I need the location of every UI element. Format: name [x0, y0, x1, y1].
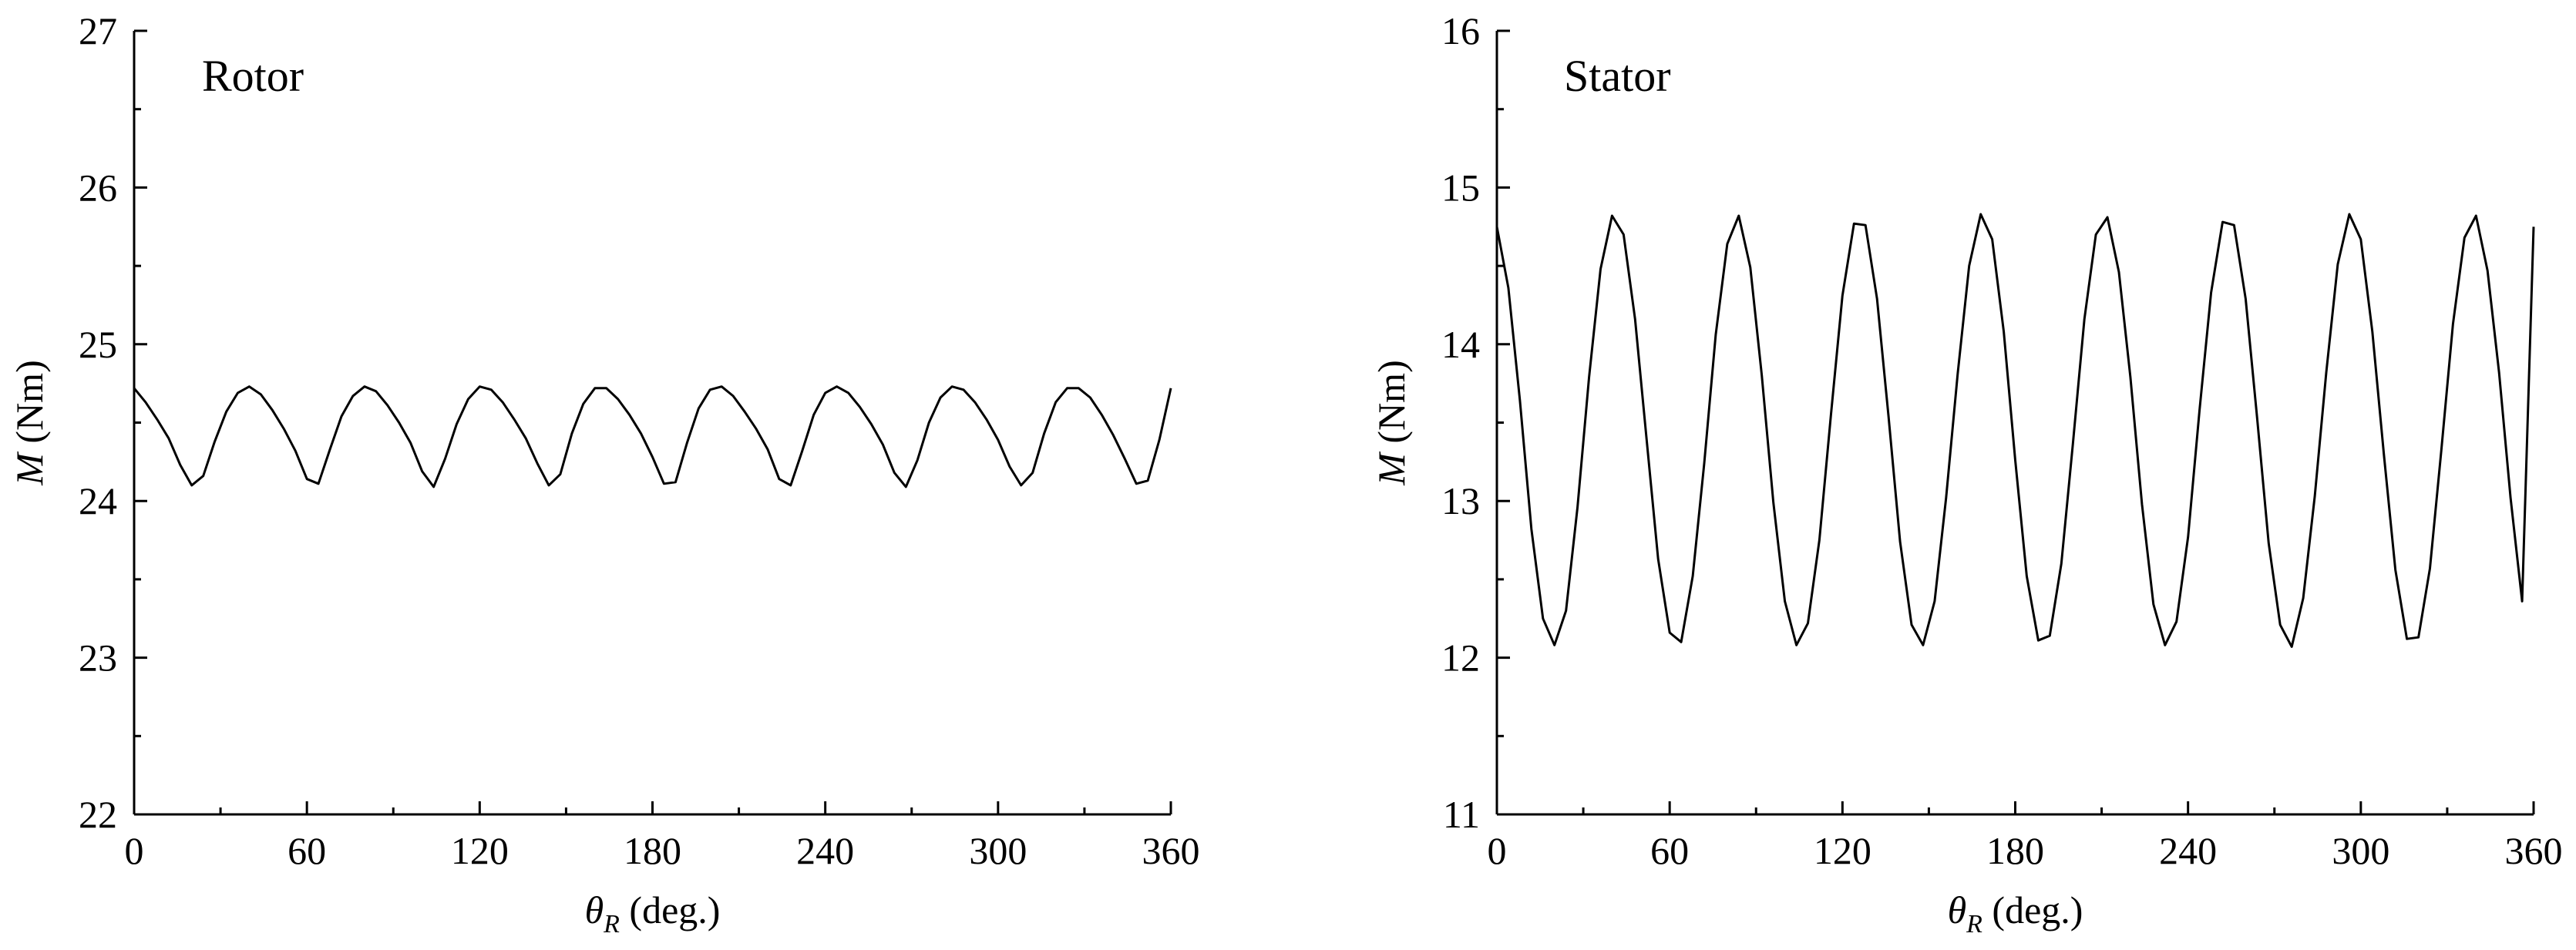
stator-x-axis-label: θR (deg.)	[1948, 888, 2083, 938]
stator-y-tick-label: 13	[1441, 479, 1480, 522]
stator-y-tick-label: 15	[1441, 166, 1480, 209]
rotor-x-tick-label: 60	[288, 829, 326, 872]
stator-panel: 0 60 120 180 240 300 360 11 12 13 14 15 16 Stator θR (…	[1370, 9, 2563, 938]
rotor-x-tick-label: 300	[969, 829, 1027, 872]
stator-x-tick-label: 180	[1986, 829, 2044, 872]
rotor-x-tick-label: 120	[451, 829, 509, 872]
stator-x-tick-label: 120	[1814, 829, 1871, 872]
rotor-x-tick-label: 360	[1142, 829, 1200, 872]
rotor-x-tick-label: 240	[796, 829, 854, 872]
stator-x-tick-label: 0	[1488, 829, 1507, 872]
stator-panel-title: Stator	[1564, 51, 1671, 101]
rotor-x-axis-label: θR (deg.)	[585, 888, 721, 938]
stator-x-tick-label: 240	[2159, 829, 2217, 872]
rotor-y-tick-label: 22	[79, 793, 117, 836]
rotor-y-tick-label: 24	[79, 479, 117, 522]
rotor-y-tick-label: 23	[79, 636, 117, 680]
stator-x-tick-label: 360	[2505, 829, 2563, 872]
stator-y-tick-label: 14	[1441, 323, 1480, 366]
stator-series-line	[1495, 213, 2535, 648]
stator-y-axis-label: M (Nm)	[1370, 360, 1413, 485]
rotor-y-tick-label: 26	[79, 166, 117, 209]
stator-x-tick-label: 60	[1650, 829, 1689, 872]
stator-x-tick-label: 300	[2332, 829, 2389, 872]
rotor-y-tick-label: 25	[79, 323, 117, 366]
rotor-panel: 0 60 120 180 240 300 360 22 23 24 25 26 27 Rotor θR (d…	[8, 9, 1200, 938]
rotor-panel-title: Rotor	[202, 51, 304, 101]
stator-y-tick-label: 12	[1441, 636, 1480, 680]
rotor-x-tick-label: 180	[624, 829, 681, 872]
stator-y-tick-label: 16	[1441, 9, 1480, 52]
stator-y-tick-label: 11	[1443, 793, 1480, 836]
rotor-y-axis-label: M (Nm)	[8, 360, 51, 485]
rotor-x-tick-label: 0	[125, 829, 144, 872]
rotor-series-line	[133, 385, 1172, 488]
rotor-y-tick-label: 27	[79, 9, 117, 52]
